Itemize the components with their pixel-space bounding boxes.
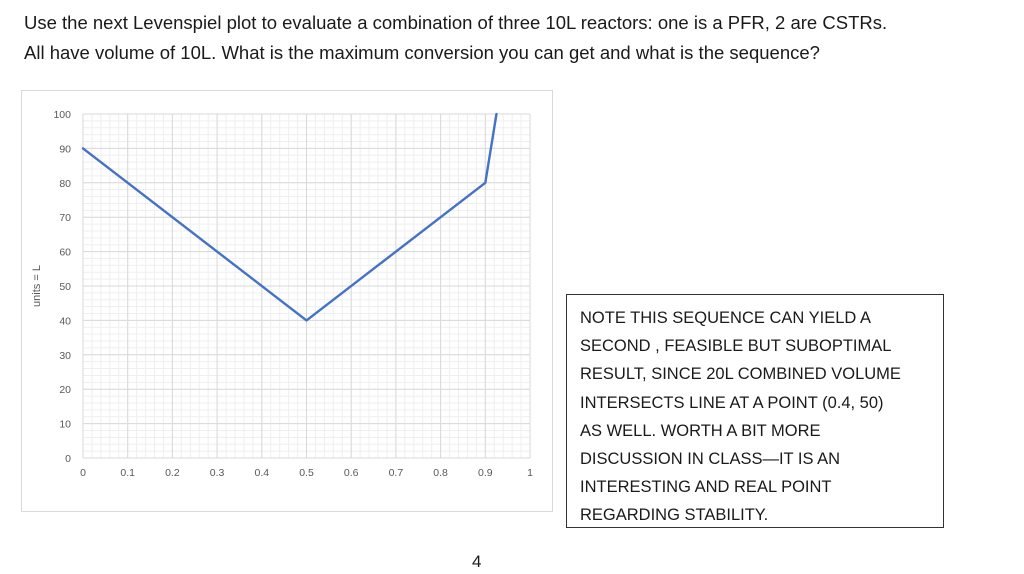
x-tick-label: 0.6	[344, 467, 359, 479]
x-tick-label: 0.4	[254, 467, 269, 479]
page-number: 4	[472, 552, 482, 571]
y-tick-label: 80	[59, 178, 71, 190]
note-line: INTERESTING AND REAL POINT	[580, 478, 832, 497]
x-tick-label: 0.7	[389, 467, 404, 479]
note-line: INTERSECTS LINE AT A POINT (0.4, 50)	[580, 393, 884, 412]
x-tick-label: 1	[527, 467, 533, 479]
x-tick-label: 0.5	[299, 467, 314, 479]
note-line: NOTE THIS SEQUENCE CAN YIELD A	[580, 309, 871, 327]
y-tick-label: 0	[65, 453, 71, 465]
y-tick-label: 20	[59, 384, 71, 396]
note-line: SECOND , FEASIBLE BUT SUBOPTIMAL	[580, 337, 892, 356]
y-tick-label: 70	[59, 212, 71, 224]
y-tick-label: 50	[59, 281, 71, 293]
x-tick-label: 0.3	[210, 467, 225, 479]
note-line: REGARDING STABILITY.	[580, 506, 769, 525]
question-line-2: All have volume of 10L. What is the maxi…	[24, 42, 820, 63]
x-tick-label: 0.1	[120, 467, 135, 479]
y-tick-label: 60	[59, 247, 71, 259]
y-tick-label: 90	[59, 143, 71, 155]
y-tick-label: 10	[59, 419, 71, 431]
y-tick-label: 30	[59, 350, 71, 362]
levenspiel-chart-svg: 0 0.1 0.2 0.3 0.4 0.5 0.6 0.7 0.8 0.9 101020304050…	[31, 109, 533, 479]
question-line-1: Use the next Levenspiel plot to evaluate…	[24, 12, 888, 33]
note-box: NOTE THIS SEQUENCE CAN YIELD A SECOND , …	[566, 294, 944, 528]
axes: 0 0.1 0.2 0.3 0.4 0.5 0.6 0.7 0.8 0.9 101020304050…	[53, 109, 533, 479]
grid	[82, 113, 531, 459]
series	[81, 112, 498, 322]
y-axis-label: units = L	[31, 265, 43, 307]
x-tick-label: 0	[80, 467, 86, 479]
note-line: AS WELL. WORTH A BIT MORE	[580, 421, 821, 440]
note-line: RESULT, SINCE 20L COMBINED VOLUME	[580, 365, 901, 384]
series-line	[81, 112, 498, 322]
levenspiel-chart: 0 0.1 0.2 0.3 0.4 0.5 0.6 0.7 0.8 0.9 1 0 10 20 30 40 50…	[21, 90, 553, 512]
question-text: Use the next Levenspiel plot to evaluate…	[24, 8, 1004, 68]
y-tick-label: 40	[59, 315, 71, 327]
x-tick-label: 0.8	[433, 467, 448, 479]
x-tick-label: 0.9	[478, 467, 493, 479]
y-tick-label: 100	[53, 109, 71, 121]
x-tick-label: 0.2	[165, 467, 180, 479]
note-line: DISCUSSION IN CLASS—IT IS AN	[580, 450, 841, 469]
